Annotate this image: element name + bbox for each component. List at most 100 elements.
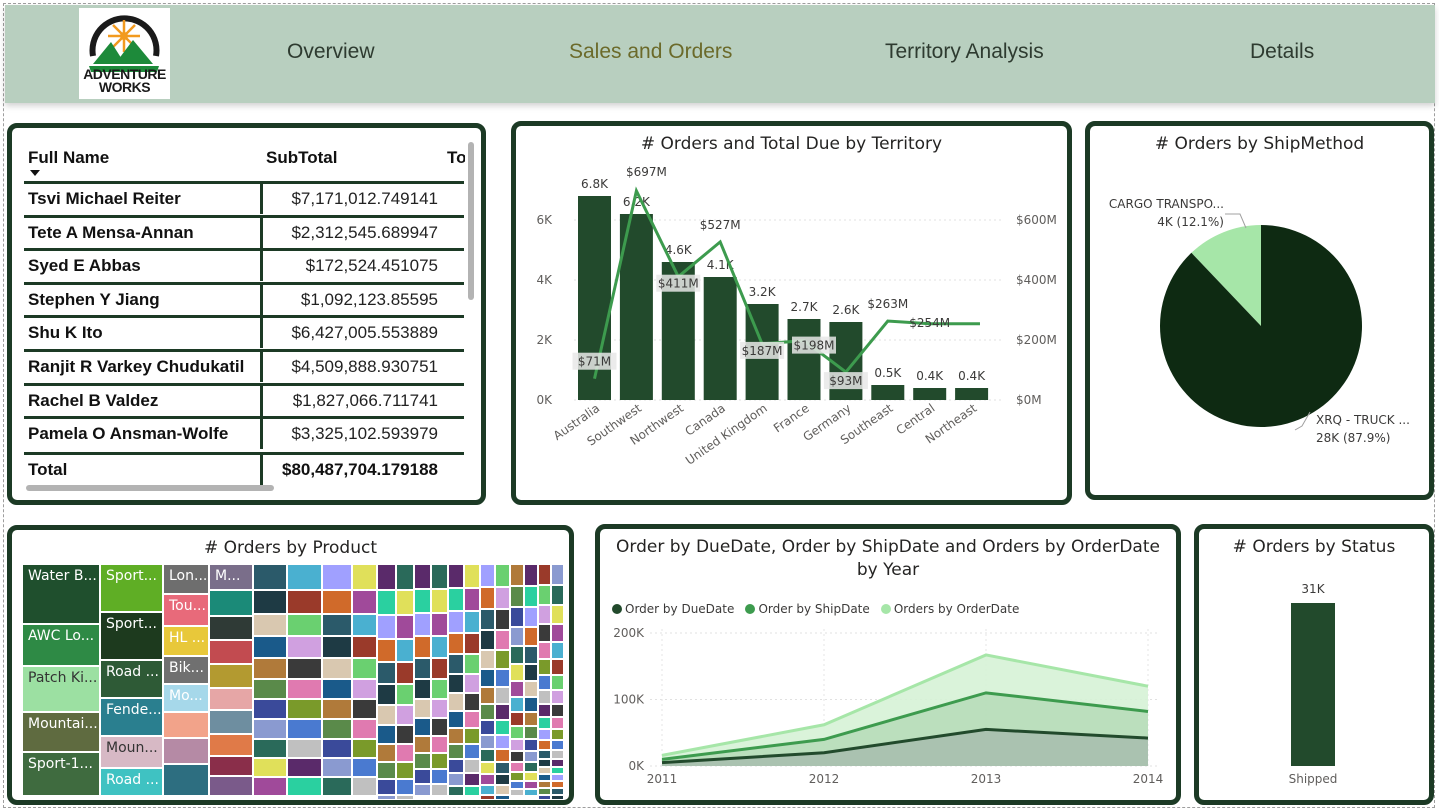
treemap-cell[interactable] [209, 640, 253, 664]
territory-bar[interactable] [871, 385, 905, 400]
treemap-cell[interactable] [396, 795, 414, 800]
treemap-cell[interactable] [495, 669, 510, 687]
treemap-cell[interactable] [510, 772, 524, 781]
treemap-cell[interactable] [464, 744, 480, 759]
treemap-cell[interactable] [287, 658, 322, 679]
treemap-cell[interactable] [414, 613, 431, 636]
treemap-cell[interactable] [287, 758, 322, 777]
sort-descending-icon[interactable] [30, 170, 40, 176]
treemap-cell[interactable] [352, 658, 377, 679]
treemap-cell[interactable] [495, 749, 510, 762]
treemap-cell[interactable] [480, 650, 495, 669]
treemap-cell[interactable] [495, 650, 510, 669]
territory-bar[interactable] [787, 319, 821, 400]
treemap-cell[interactable] [510, 564, 524, 586]
treemap-cell[interactable] [209, 688, 253, 710]
treemap-cell[interactable] [431, 718, 448, 736]
treemap-cell[interactable] [253, 679, 287, 699]
treemap-cell[interactable] [396, 725, 414, 744]
treemap-cell[interactable] [464, 786, 480, 796]
treemap-cell[interactable] [538, 729, 551, 740]
treemap-cell[interactable] [480, 749, 495, 762]
treemap-cell[interactable] [464, 693, 480, 711]
treemap-cell[interactable] [431, 658, 448, 679]
treemap-cell[interactable] [464, 711, 480, 728]
treemap-cell[interactable] [431, 636, 448, 658]
treemap-cell[interactable] [287, 719, 322, 739]
treemap-cell[interactable] [209, 756, 253, 776]
treemap-cell[interactable] [524, 664, 538, 681]
treemap-cell[interactable] [495, 564, 510, 587]
treemap-cell[interactable]: Sport... [100, 564, 163, 612]
table-row[interactable]: Syed E Abbas $172,524.451075 [24, 248, 464, 282]
treemap-cell[interactable] [322, 636, 352, 658]
treemap-cell[interactable] [551, 788, 564, 795]
treemap-cell[interactable] [551, 564, 564, 585]
series-line[interactable] [661, 653, 1149, 757]
treemap-cell[interactable]: Patch Ki... [22, 666, 100, 712]
treemap-cell[interactable] [322, 758, 352, 777]
treemap-cell[interactable]: Mo... [163, 684, 209, 712]
treemap-cell[interactable] [538, 585, 551, 605]
pie-slice-truck[interactable] [1160, 225, 1362, 427]
treemap-cell[interactable] [253, 590, 287, 614]
territory-bar[interactable] [703, 277, 737, 400]
treemap-cell[interactable] [414, 718, 431, 736]
treemap-cell[interactable] [377, 639, 396, 662]
treemap-cell[interactable] [322, 679, 352, 699]
treemap-cell[interactable] [209, 710, 253, 734]
territory-combo-chart[interactable]: 6K4K2K0K$600M$400M$200M$0M6.8KAustralia6… [516, 126, 1067, 500]
treemap-cell[interactable] [396, 762, 414, 779]
treemap-cell[interactable] [464, 674, 480, 693]
treemap-cell[interactable] [431, 699, 448, 718]
treemap-cell[interactable] [551, 717, 564, 729]
treemap-cell[interactable]: Fende... [100, 698, 163, 736]
treemap-cell[interactable] [538, 690, 551, 704]
treemap-cell[interactable] [538, 564, 551, 585]
treemap-cell[interactable] [414, 699, 431, 718]
treemap-cell[interactable] [414, 753, 431, 769]
treemap-cell[interactable] [551, 795, 564, 800]
treemap-cell[interactable] [524, 586, 538, 607]
treemap-cell[interactable] [448, 744, 464, 759]
treemap-cell[interactable] [524, 789, 538, 796]
treemap-cell[interactable] [322, 719, 352, 739]
treemap-cell[interactable]: HL ... [163, 626, 209, 656]
treemap-cell[interactable] [209, 616, 253, 640]
treemap-cell[interactable] [431, 769, 448, 784]
treemap-cell[interactable] [448, 674, 464, 693]
treemap-cell[interactable] [377, 684, 396, 705]
treemap-cell[interactable] [287, 699, 322, 719]
treemap-cell[interactable] [414, 784, 431, 796]
treemap-cell[interactable] [551, 759, 564, 767]
treemap-cell[interactable] [377, 744, 396, 762]
status-bar-shipped[interactable] [1291, 603, 1335, 766]
treemap-cell[interactable]: Moun... [100, 736, 163, 768]
treemap-cell[interactable] [352, 564, 377, 590]
treemap-cell[interactable] [510, 712, 524, 726]
treemap-cell[interactable] [464, 564, 480, 588]
treemap-cell[interactable] [495, 587, 510, 609]
treemap-cell[interactable] [480, 704, 495, 720]
treemap-cell[interactable] [538, 659, 551, 675]
treemap-cell[interactable] [524, 781, 538, 789]
table-row[interactable]: Stephen Y Jiang $1,092,123.85595 [24, 281, 464, 315]
treemap-cell[interactable] [396, 684, 414, 705]
treemap-cell[interactable] [431, 784, 448, 796]
treemap-cell[interactable] [495, 735, 510, 749]
treemap-cell[interactable]: Lon... [163, 564, 209, 594]
treemap-cell[interactable] [448, 786, 464, 796]
series-line[interactable] [661, 727, 1149, 765]
treemap-cell[interactable] [431, 679, 448, 699]
treemap-cell[interactable] [414, 736, 431, 753]
treemap-cell[interactable] [414, 564, 431, 589]
treemap-cell[interactable] [524, 646, 538, 664]
treemap-cell[interactable] [480, 735, 495, 749]
treemap-cell[interactable] [551, 740, 564, 750]
nav-overview[interactable]: Overview [287, 40, 375, 63]
treemap-cell[interactable] [448, 711, 464, 728]
treemap-cell[interactable] [352, 739, 377, 758]
treemap-cell[interactable] [551, 767, 564, 774]
treemap-cell[interactable] [377, 795, 396, 800]
treemap-cell[interactable] [510, 607, 524, 627]
